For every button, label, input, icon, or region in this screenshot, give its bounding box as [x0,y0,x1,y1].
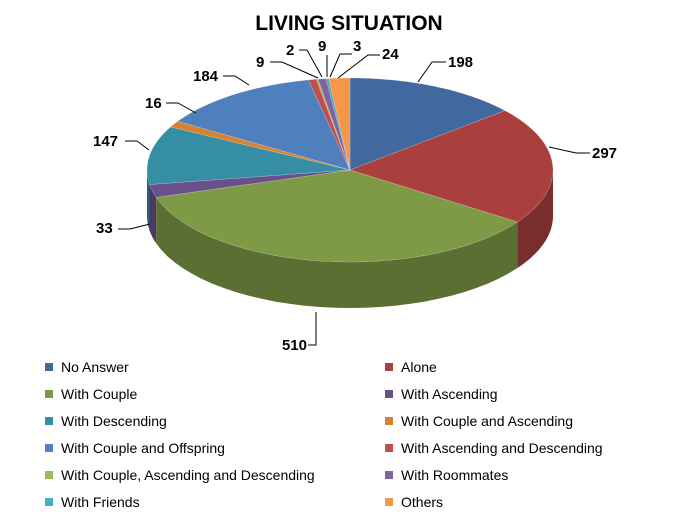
pie-side-2 [156,197,518,308]
legend-swatch [45,444,53,452]
legend-swatch [385,444,393,452]
data-label-6: 184 [193,68,219,85]
legend-swatch [385,390,393,398]
leader-line-11 [337,54,380,79]
leader-line-7 [270,61,319,79]
legend-label: With Ascending and Descending [401,440,603,456]
legend-item-5[interactable]: With Couple and Ascending [385,413,573,429]
legend-swatch [45,417,53,425]
pie-side-3 [149,184,157,244]
leader-line-0 [417,61,446,83]
data-label-8: 2 [286,42,294,59]
legend-item-7[interactable]: With Ascending and Descending [385,440,603,456]
legend-label: With Descending [61,413,167,429]
legend-item-0[interactable]: No Answer [45,359,129,375]
leader-line-2 [308,312,317,346]
legend-swatch [45,498,53,506]
leader-line-3 [118,223,151,230]
pie-slice-4[interactable] [146,126,351,185]
legend-swatch [385,363,393,371]
legend-label: Others [401,494,444,510]
data-label-3: 33 [96,220,113,237]
pie-slice-1[interactable] [349,110,554,223]
legend-item-8[interactable]: With Couple, Ascending and Descending [45,467,315,483]
pie-side-1 [517,170,553,268]
legend-item-6[interactable]: With Couple and Offspring [45,440,225,456]
legend-swatch [385,417,393,425]
legend-swatch [385,471,393,479]
legend-label: With Roommates [401,467,509,483]
data-label-1: 297 [592,145,617,162]
legend-label: With Couple [61,386,138,402]
legend-label: Alone [401,359,437,375]
leader-line-1 [548,146,590,154]
data-label-9: 9 [318,38,326,55]
data-label-5: 16 [145,95,162,112]
leader-line-6 [223,75,250,86]
legend-swatch [45,471,53,479]
leader-line-5 [166,102,197,114]
legend-item-2[interactable]: With Couple [45,386,137,402]
data-label-10: 3 [353,38,361,55]
leader-line-10 [329,53,352,78]
pie-slice-2[interactable] [155,169,518,263]
legend-swatch [45,363,53,371]
legend-label: No Answer [61,359,129,375]
legend-item-10[interactable]: With Friends [45,494,140,510]
data-label-7: 9 [256,54,264,71]
chart-title: LIVING SITUATION [255,12,443,35]
pie-side-4 [147,170,150,231]
pie-slice-6[interactable] [177,79,351,171]
data-label-2: 510 [282,337,307,354]
legend-label: With Ascending [401,386,498,402]
leader-line-8 [299,49,323,78]
legend-item-1[interactable]: Alone [385,359,437,375]
legend-item-4[interactable]: With Descending [45,413,167,429]
legend-label: With Friends [61,494,140,510]
legend-item-3[interactable]: With Ascending [385,386,498,402]
leader-line-4 [125,140,150,151]
data-label-4: 147 [93,133,118,150]
legend-item-11[interactable]: Others [385,494,443,510]
legend-item-9[interactable]: With Roommates [385,467,508,483]
pie-slice-11[interactable] [328,77,351,171]
pie-slice-3[interactable] [149,169,351,198]
data-label-11: 24 [382,46,399,63]
data-label-0: 198 [448,54,473,71]
legend-label: With Couple and Ascending [401,413,573,429]
pie-slice-0[interactable] [349,77,506,171]
legend-label: With Couple, Ascending and Descending [61,467,315,483]
legend-label: With Couple and Offspring [61,440,225,456]
legend-swatch [45,390,53,398]
legend-swatch [385,498,393,506]
